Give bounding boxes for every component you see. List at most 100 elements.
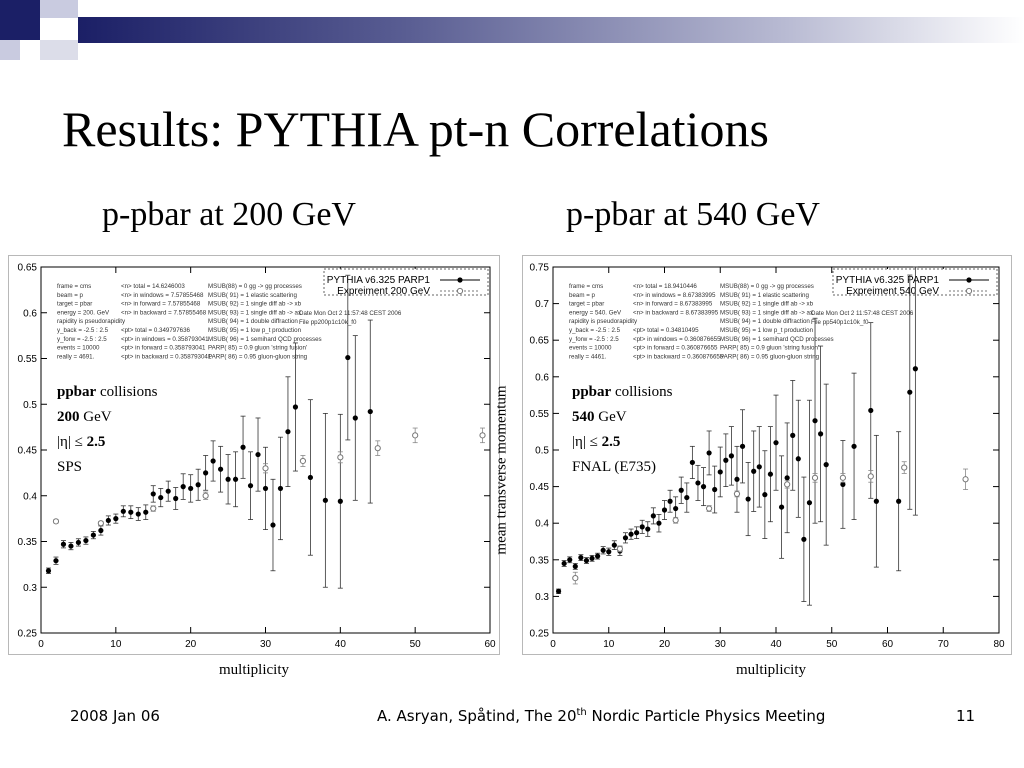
y-tick-label: 0.45 (530, 482, 550, 493)
y-tick-label: 0.6 (23, 308, 37, 319)
data-point-pythia (611, 542, 617, 548)
data-point-pythia (806, 500, 813, 506)
x-tick-label: 40 (770, 639, 782, 650)
x-tick-label: 50 (410, 639, 422, 650)
xlabel-right: multiplicity (736, 662, 806, 678)
data-point-pythia (240, 444, 246, 450)
data-point-pythia (790, 432, 796, 438)
x-tick-label: 30 (260, 639, 272, 650)
info-text: really = 4461. (569, 353, 607, 360)
data-point-experiment (901, 464, 908, 471)
inset-200gev: ppbar collisions 200 GeV |η| ≤ 2.5 SPS (57, 380, 157, 480)
y-tick-label: 0.35 (18, 537, 38, 548)
info-text: <pt> in forward = 0.360876655 (633, 345, 718, 352)
info-text: <n> in windows = 7.57855468 (121, 292, 204, 299)
info-text: <pt> in windows = 0.358793041 (121, 336, 209, 343)
data-point-pythia (700, 484, 707, 490)
inset-beam: ppbar (57, 384, 97, 400)
chart-540gev: 0.25 0.3 0.35 0.4 0.45 0.5 0.55 0.6 0.65 0.7 0.75 0… (522, 255, 1012, 655)
info-text: MSUB( 93) = 1 single diff ab -> ax (720, 309, 814, 316)
data-point-pythia (367, 408, 373, 415)
data-point-pythia (678, 487, 684, 493)
info-text: y_back = -2.5 : 2.5 (569, 327, 621, 334)
data-point-pythia (650, 513, 656, 519)
info-text: MSUB( 95) = 1 low p_t production (208, 327, 302, 334)
info-text: <n> in forward = 7.57855468 (121, 301, 201, 308)
data-point-pythia (173, 495, 179, 502)
theme-square-light (40, 40, 78, 60)
data-point-experiment (706, 505, 713, 512)
title-gradient-bar (78, 17, 1024, 43)
data-point-pythia (667, 498, 673, 504)
data-point-pythia (745, 496, 751, 502)
y-tick-label: 0.45 (18, 446, 38, 457)
info-text: <pt> in forward = 0.358793041 (121, 345, 206, 352)
inset-collisions: collisions (611, 384, 673, 400)
data-point-pythia (767, 471, 774, 477)
info-text: MSUB( 94) = 1 double diffraction (720, 318, 810, 325)
info-text: beam = p (57, 292, 84, 299)
info-text: <n> in forward = 8.67383995 (633, 301, 713, 308)
data-point-pythia (90, 532, 96, 538)
data-point-experiment (262, 465, 269, 472)
data-point-pythia (717, 469, 723, 475)
data-point-pythia (595, 553, 601, 559)
data-point-pythia (639, 524, 645, 530)
x-tick-label: 0 (38, 639, 44, 650)
info-text: really = 4691. (57, 353, 95, 360)
info-text: PARP( 86) = 0.95 gluon-gluon string (208, 353, 308, 360)
data-point-pythia (689, 459, 695, 466)
inset-energy: 200 (57, 409, 80, 425)
data-point-pythia (795, 456, 801, 462)
data-point-pythia (734, 476, 740, 482)
inset-collisions: collisions (96, 384, 158, 400)
data-point-pythia (135, 511, 141, 517)
data-point-pythia (292, 404, 299, 410)
data-point-pythia (912, 366, 918, 372)
x-tick-label: 60 (882, 639, 894, 650)
info-text: energy = 200. GeV (57, 309, 110, 316)
data-point-pythia (567, 557, 573, 563)
data-point-pythia (801, 536, 807, 542)
slide-title: Results: PYTHIA pt-n Correlations (62, 101, 769, 157)
y-tick-label: 0.35 (530, 555, 550, 566)
data-point-pythia (578, 555, 584, 561)
info-text: MSUB( 92) = 1 single diff ab -> xb (720, 301, 814, 308)
data-point-pythia (622, 535, 629, 541)
data-point-pythia (739, 443, 746, 449)
footer-credit-text-end: Nordic Particle Physics Meeting (586, 707, 826, 725)
data-point-pythia (165, 488, 171, 494)
data-point-pythia (600, 547, 606, 553)
legend-marker-filled (966, 277, 972, 283)
info-text: <pt> total = 0.349797636 (121, 327, 191, 334)
legend-label: Expreiment 200 GeV (337, 286, 430, 297)
info-text: <pt> in backward = 0.358793041 (121, 353, 212, 360)
data-point-pythia (712, 486, 718, 493)
inset-unit: GeV (79, 409, 112, 425)
info-text: <pt> in windows = 0.360876655 (633, 336, 721, 343)
data-point-pythia (255, 451, 261, 458)
info-text: PARP( 86) = 0.95 gluon-gluon string (720, 353, 820, 360)
data-point-pythia (75, 539, 82, 546)
y-tick-label: 0.3 (23, 583, 37, 594)
data-point-pythia (778, 504, 785, 510)
data-point-pythia (628, 531, 634, 537)
info-text: <n> total = 14.6246003 (121, 283, 185, 290)
info-text: events = 10000 (57, 345, 100, 352)
data-point-pythia (345, 354, 351, 361)
data-point-pythia (120, 508, 126, 514)
data-point-pythia (180, 484, 186, 490)
inset-energy: 540 (572, 409, 595, 425)
data-point-experiment (202, 492, 209, 499)
data-point-experiment (337, 454, 344, 461)
info-text: <pt> in backward = 0.360876655 (633, 353, 724, 360)
data-point-pythia (673, 505, 679, 512)
legend-marker-open (456, 287, 464, 295)
y-tick-label: 0.4 (535, 519, 549, 530)
data-point-pythia (606, 549, 612, 555)
data-point-pythia (210, 458, 216, 464)
xlabel-left: multiplicity (219, 662, 289, 678)
data-point-pythia (143, 509, 149, 515)
info-text: <n> total = 18.9410446 (633, 283, 697, 290)
data-point-pythia (784, 475, 790, 481)
